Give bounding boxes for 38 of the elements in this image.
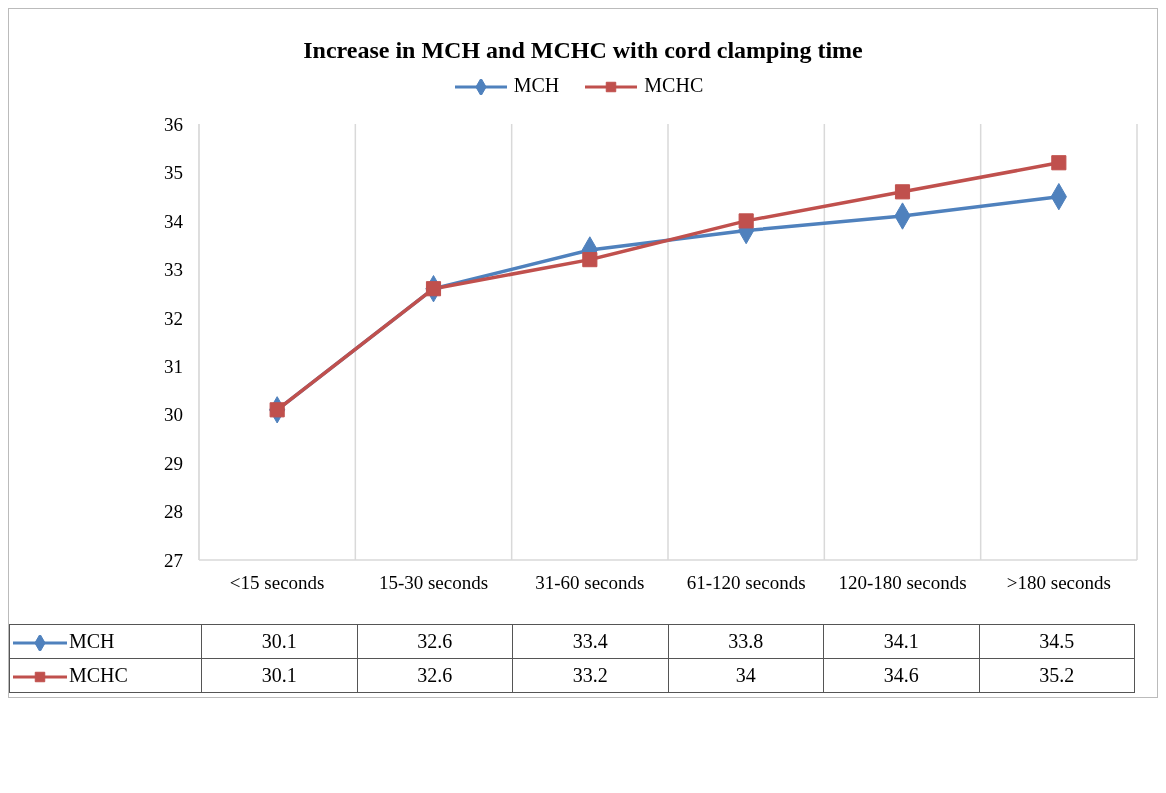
data-label: 34 xyxy=(668,658,824,693)
point xyxy=(738,213,754,229)
y-tick-label: 33 xyxy=(164,259,183,281)
y-tick-label: 34 xyxy=(164,210,184,232)
data-label: 32.6 xyxy=(357,658,513,693)
x-tick-label: 15-30 seconds xyxy=(378,572,489,594)
text: MCHC xyxy=(69,664,128,686)
x-tick-label: <15 seconds xyxy=(229,572,325,594)
point xyxy=(425,281,442,297)
point xyxy=(894,184,911,200)
legend-label: MCHC xyxy=(643,74,704,97)
point xyxy=(582,252,598,268)
data-label: 35.2 xyxy=(979,658,1135,693)
y-tick-label: 32 xyxy=(164,307,183,329)
point xyxy=(1051,155,1067,171)
data-label: 34.6 xyxy=(823,658,979,693)
x-tick-label: >180 seconds xyxy=(1006,572,1111,594)
y-tick-label: 30 xyxy=(164,404,183,426)
x-tick-label: 61-120 seconds xyxy=(686,572,806,594)
data-label: 32.6 xyxy=(357,624,513,659)
data-label: 34.5 xyxy=(979,624,1135,659)
y-tick-label: 28 xyxy=(164,501,183,523)
legend-label: MCH xyxy=(512,74,560,97)
chart-title: Increase in MCH and MCHC with cord clamping time xyxy=(302,36,864,64)
data-label: 33.8 xyxy=(668,624,824,659)
data-label: 33.4 xyxy=(512,624,668,659)
data-label: 33.2 xyxy=(512,658,668,693)
text: MCH xyxy=(69,630,115,652)
data-label: 30.1 xyxy=(201,624,357,659)
y-tick-label: 29 xyxy=(164,452,183,474)
y-tick-label: 27 xyxy=(164,549,183,571)
y-tick-label: 36 xyxy=(164,113,183,135)
data-label: 34.1 xyxy=(823,624,979,659)
x-tick-label: 31-60 seconds xyxy=(535,572,645,594)
y-tick-label: 35 xyxy=(164,162,183,184)
data-label: 30.1 xyxy=(201,658,357,693)
x-tick-label: 120-180 seconds xyxy=(838,572,967,594)
y-tick-label: 31 xyxy=(164,355,183,377)
